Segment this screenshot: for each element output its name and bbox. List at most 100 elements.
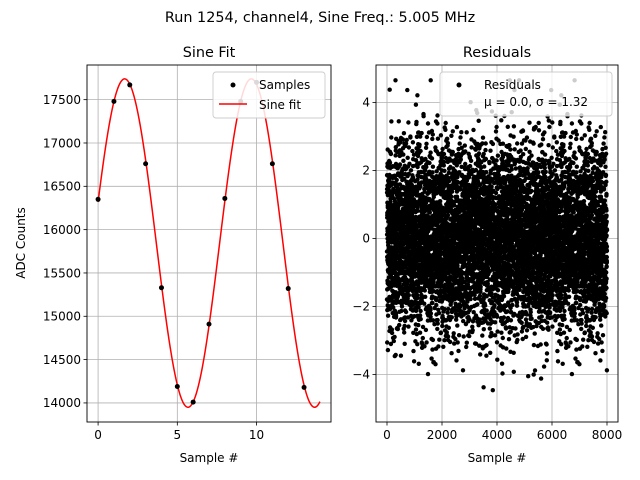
- residual-point: [430, 136, 435, 142]
- residual-point: [494, 340, 500, 345]
- sine-fit-ytick-label: 14000: [43, 396, 81, 410]
- residual-point: [488, 350, 493, 355]
- residual-point: [437, 199, 443, 204]
- residual-point: [405, 87, 410, 93]
- residual-point: [425, 371, 431, 377]
- residual-point: [388, 341, 394, 347]
- residual-point: [413, 327, 419, 332]
- residual-point: [501, 315, 507, 320]
- residual-point: [484, 342, 489, 348]
- sample-point: [158, 285, 164, 291]
- residual-point: [397, 182, 403, 187]
- residual-point: [402, 330, 407, 335]
- residual-point: [441, 344, 446, 349]
- residual-point: [399, 304, 405, 309]
- residual-point: [506, 337, 512, 342]
- residual-point: [455, 323, 460, 328]
- residual-point: [483, 303, 488, 308]
- sine-fit-title: Sine Fit: [183, 45, 236, 61]
- sine-fit-ytick-label: 15500: [43, 266, 81, 280]
- residual-point: [440, 146, 445, 152]
- residual-point: [511, 350, 516, 355]
- residual-point: [429, 156, 435, 161]
- sample-point: [111, 98, 117, 104]
- residual-point: [490, 141, 496, 147]
- residual-point: [393, 161, 399, 167]
- residual-point: [467, 163, 473, 169]
- residual-point: [389, 119, 394, 124]
- residual-point: [406, 324, 411, 329]
- residual-point: [424, 141, 429, 146]
- residual-point: [463, 161, 468, 167]
- residual-point: [428, 311, 434, 316]
- residual-point: [415, 177, 420, 182]
- residual-point: [417, 313, 423, 318]
- residual-point: [510, 302, 515, 308]
- sine-fit-xtick-label: 0: [94, 428, 102, 442]
- residual-point: [477, 293, 483, 299]
- residual-point: [400, 137, 406, 142]
- residual-point: [449, 315, 454, 320]
- sine-fit-ytick-label: 16000: [43, 223, 81, 237]
- residual-point: [436, 344, 441, 349]
- residual-point: [462, 143, 467, 148]
- residual-point: [500, 371, 505, 376]
- residual-point: [443, 120, 448, 126]
- residual-point: [478, 352, 483, 357]
- sine-fit-xlabel: Sample #: [180, 451, 239, 465]
- legend-sine-fit-label: Sine fit: [259, 98, 301, 112]
- residual-point: [476, 118, 481, 124]
- residual-point: [410, 148, 415, 154]
- figure-suptitle: Run 1254, channel4, Sine Freq.: 5.005 MH…: [165, 10, 475, 26]
- residual-point: [484, 353, 489, 358]
- sample-point: [127, 82, 133, 88]
- residual-point: [428, 150, 433, 155]
- residual-point: [391, 305, 396, 310]
- residual-point: [445, 213, 451, 218]
- residual-point: [433, 362, 438, 367]
- residual-point: [484, 170, 489, 175]
- residual-point: [511, 124, 517, 129]
- residual-point: [399, 308, 404, 314]
- sine-fit-ytick-label: 16500: [43, 180, 81, 194]
- residual-point: [435, 321, 440, 326]
- residual-point: [415, 342, 420, 347]
- residual-point: [508, 147, 513, 152]
- sine-fit-panel: Sine Fit 0 5 10140001450015000155001600016…: [14, 45, 332, 465]
- residual-point: [430, 164, 436, 169]
- residual-point: [389, 327, 395, 332]
- residual-point: [401, 131, 407, 136]
- residual-point: [427, 160, 432, 166]
- residual-point: [449, 351, 454, 356]
- residual-point: [428, 78, 433, 83]
- residual-point: [423, 294, 428, 299]
- residual-point: [423, 156, 428, 162]
- residual-point: [439, 215, 444, 220]
- residual-point: [403, 309, 409, 315]
- residual-point: [430, 170, 435, 175]
- residual-point: [492, 303, 497, 308]
- residual-point: [415, 164, 420, 170]
- residual-point: [511, 134, 516, 139]
- residual-point: [401, 152, 406, 157]
- residual-point: [418, 134, 423, 139]
- residual-point: [509, 167, 514, 172]
- residual-point: [437, 337, 442, 342]
- residual-point: [471, 127, 476, 133]
- residual-point: [391, 338, 396, 344]
- residual-point: [430, 337, 436, 343]
- residual-point: [495, 288, 501, 293]
- residual-point: [429, 128, 435, 134]
- residual-point: [483, 156, 489, 162]
- residual-point: [436, 310, 442, 316]
- residual-point: [393, 145, 398, 150]
- residual-point: [484, 308, 489, 313]
- residual-point: [397, 322, 402, 328]
- residual-point: [421, 114, 426, 119]
- residual-point: [488, 148, 493, 153]
- residual-point: [495, 329, 500, 334]
- residual-point: [438, 249, 443, 255]
- residual-point: [495, 357, 500, 362]
- residual-point: [397, 162, 403, 167]
